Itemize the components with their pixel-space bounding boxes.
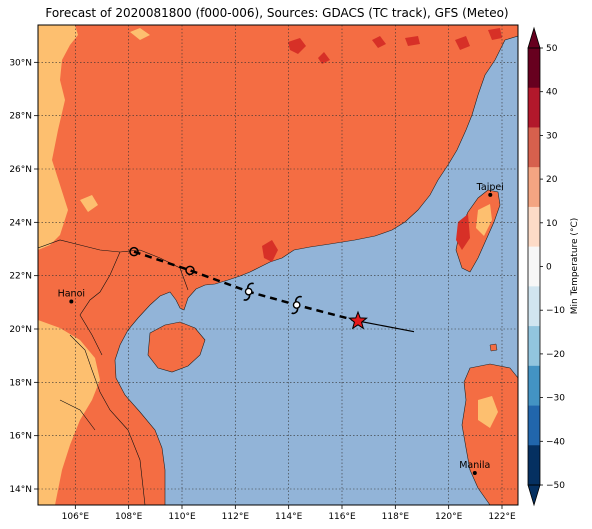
land-cool-patch-2 [130,28,150,40]
land-hot-7 [262,240,278,262]
place-dot [69,299,74,304]
tick-label-lon: 118°E [382,512,410,522]
taiwan-hot-area [456,214,470,250]
storm-arm-lower [291,307,299,315]
colorbar-segment [528,206,540,247]
past-track-line [357,320,415,333]
place-label: Hanoi [58,289,85,300]
axis-ticks: 106°E 108°E 110°E 112°E 114°E 116°E 118°E 120°E… [9,58,516,522]
tropical-storm-icon [291,295,303,315]
storm-arm-lower [243,294,251,301]
mainland-china-vietnam [38,25,518,505]
land-hot-6 [488,28,502,40]
land-hot-3 [372,36,386,48]
tick-label-lon: 122°E [488,512,516,522]
colorbar-tick-label: 40 [546,88,558,98]
colorbar-label: Min Temperature (°C) [570,218,580,315]
land-cool-west-upper [38,25,78,250]
tc-track [129,246,415,333]
colorbar-segment [528,405,540,446]
colorbar-tick-label: 50 [546,44,558,54]
place-dot [488,192,493,197]
colorbar-segment [528,326,540,367]
tick-label-lat: 16°N [9,432,32,442]
tick-label-lon: 116°E [328,512,356,522]
colorbar-tick-label: −40 [546,437,565,447]
colorbar-extend-top [527,26,541,49]
tick-label-lat: 28°N [9,112,32,122]
hainan-island [147,321,206,373]
storm-arm-upper [246,282,255,289]
colorbar-segment [528,365,540,406]
lat-lon-grid [38,25,518,505]
taiwan-cool-area [476,204,492,236]
colorbar-segment [528,127,540,168]
place-label: Taipei [476,182,504,193]
tick-label-lon: 106°E [62,512,90,522]
colorbar-segment [528,246,540,287]
tick-label-lat: 26°N [9,165,32,175]
land-hot-5 [455,36,470,50]
tick-label-lon: 110°E [168,512,196,522]
forecast-position-marker [129,246,139,257]
colorbar-segment [528,445,540,486]
colorbar-tick-label: −50 [546,481,565,491]
storm-arm-upper [294,295,303,303]
tick-label-lat: 18°N [9,378,32,388]
tropical-storm-icon [243,282,255,301]
colorbar-tick-label: −10 [546,306,565,316]
tick-label-lat: 30°N [9,58,32,68]
place-dot [472,471,477,475]
land-hot-4 [405,36,420,46]
land-cool-west-lower [38,320,100,505]
tick-label-lon: 120°E [435,512,463,522]
colorbar-extend-bottom [527,484,541,507]
colorbar-tick-label: −20 [546,350,565,360]
storm-eye [292,301,301,309]
tick-label-lon: 112°E [222,512,250,522]
forecast-position-marker [185,265,195,276]
colorbar-tick-label: 0 [546,263,552,273]
colorbar-tick-label: 30 [546,131,558,141]
national-borders [38,239,189,505]
land-hot-2 [318,52,330,64]
map-frame [37,24,519,506]
tick-label-lat: 22°N [9,272,32,282]
current-position-star-icon [348,310,368,330]
land-hot-1 [288,38,306,54]
small-island-1 [489,343,498,352]
luzon-island [461,363,518,505]
colorbar-segment [528,286,540,327]
colorbar-tick-label: 10 [546,219,558,229]
tick-label-lat: 24°N [9,218,32,228]
land-cool-patch-1 [80,195,98,212]
storm-eye [244,287,253,296]
colorbar-segment [528,87,540,128]
colorbar: 50 40 30 20 10 0 −10 −20 −30 −40 −50 [527,26,565,507]
tick-label-lat: 20°N [9,325,32,335]
tick-label-lon: 108°E [115,512,143,522]
colorbar-segment [528,48,540,89]
colorbar-tick-label: 20 [546,175,558,185]
colorbar-tick-label: −30 [546,394,565,404]
place-label: Manila [459,460,490,471]
figure-title: Forecast of 2020081800 (f000-006), Sourc… [45,6,508,20]
tick-label-lat: 14°N [9,485,32,495]
luzon-cool-area [478,396,498,428]
colorbar-segment [528,167,540,208]
tick-label-lon: 114°E [275,512,303,522]
map-area: Hanoi Taipei Manila [38,25,518,505]
place-markers: Hanoi Taipei Manila [58,182,504,475]
